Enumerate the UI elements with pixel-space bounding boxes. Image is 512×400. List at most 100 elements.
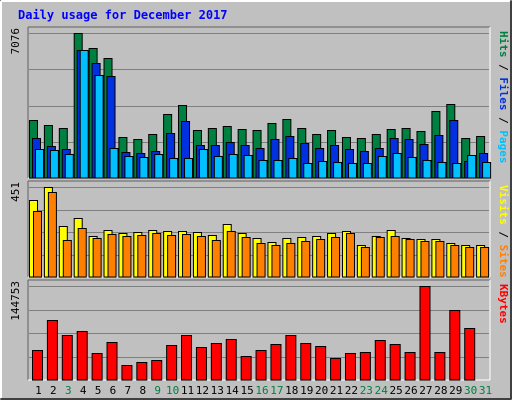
bar-pages-day-5	[94, 75, 104, 179]
x-tick-day-23: 23	[360, 384, 373, 397]
x-tick-day-29: 29	[449, 384, 462, 397]
x-tick-day-14: 14	[226, 384, 240, 397]
x-tick-day-30: 30	[464, 384, 477, 397]
x-tick-day-21: 21	[330, 384, 343, 397]
bar-sites-day-19	[301, 241, 311, 278]
legend-files: Files	[497, 77, 510, 110]
bar-sites-day-6	[107, 234, 117, 278]
bar-pages-day-7	[124, 156, 134, 179]
legend-panel-1: Hits / Files / Pages	[497, 31, 510, 164]
y-axis-max-label: 7076	[9, 28, 22, 55]
legend-text: Hits / Files / Pages	[497, 31, 510, 164]
legend-separator: /	[497, 111, 510, 131]
bar-kbytes-day-29	[449, 310, 461, 381]
bar-pages-day-29	[452, 163, 462, 179]
bar-kbytes-day-18	[285, 335, 297, 381]
bar-pages-day-14	[228, 154, 238, 179]
bar-pages-day-30	[467, 155, 477, 179]
legend-visits: Visits	[497, 185, 510, 225]
bar-sites-day-26	[405, 239, 415, 278]
bar-kbytes-day-27	[419, 286, 431, 381]
bar-sites-day-15	[241, 237, 251, 278]
bar-pages-day-9	[154, 154, 164, 179]
bar-pages-day-31	[482, 162, 492, 179]
x-tick-day-26: 26	[404, 384, 417, 397]
bar-pages-day-27	[422, 160, 432, 179]
bar-kbytes-day-26	[404, 352, 416, 381]
bar-sites-day-29	[450, 245, 460, 278]
bar-kbytes-day-8	[136, 362, 148, 381]
legend-kbytes: KBytes	[497, 284, 510, 324]
legend-text: Visits / Sites	[497, 185, 510, 278]
y-axis-max-label: 144753	[9, 281, 22, 321]
legend-hits: Hits	[497, 31, 510, 58]
x-tick-day-3: 3	[65, 384, 72, 397]
x-tick-day-17: 17	[270, 384, 283, 397]
bar-sites-day-30	[465, 247, 475, 278]
bar-pages-day-26	[407, 157, 417, 179]
bar-pages-day-10	[169, 158, 179, 179]
x-tick-day-2: 2	[50, 384, 57, 397]
x-tick-day-7: 7	[125, 384, 132, 397]
legend-sites: Sites	[497, 245, 510, 278]
bar-pages-day-21	[333, 162, 343, 179]
bar-pages-day-18	[288, 158, 298, 179]
bar-sites-day-17	[271, 245, 281, 278]
bar-sites-day-2	[47, 192, 57, 278]
bar-kbytes-day-11	[181, 335, 193, 381]
x-tick-day-9: 9	[154, 384, 161, 397]
bar-sites-day-3	[62, 240, 72, 278]
legend-pages: Pages	[497, 130, 510, 163]
x-tick-day-13: 13	[211, 384, 224, 397]
bar-sites-day-18	[286, 243, 296, 278]
x-tick-day-24: 24	[375, 384, 389, 397]
bar-sites-day-21	[331, 237, 341, 278]
x-tick-day-6: 6	[110, 384, 117, 397]
bar-sites-day-28	[435, 241, 445, 278]
legend-panel-3: KBytes	[497, 284, 510, 324]
bar-kbytes-day-28	[434, 352, 446, 381]
bar-sites-day-22	[345, 233, 355, 278]
x-tick-day-25: 25	[390, 384, 403, 397]
panel-3: 144753 KBytes	[9, 279, 510, 381]
bar-kbytes-day-22	[344, 353, 356, 381]
bar-sites-day-12	[196, 236, 206, 278]
y-axis-max-label: 451	[9, 182, 22, 202]
bar-pages-day-28	[437, 162, 447, 179]
legend-separator: /	[497, 58, 510, 78]
legend-separator: /	[497, 225, 510, 245]
bar-kbytes-day-30	[464, 328, 476, 381]
legend-panel-2: Visits / Sites	[497, 185, 510, 278]
x-tick-day-20: 20	[315, 384, 328, 397]
bar-pages-day-2	[49, 150, 59, 179]
bar-pages-day-19	[303, 163, 313, 179]
bar-kbytes-day-13	[210, 343, 222, 381]
bar-kbytes-day-15	[240, 356, 252, 381]
bar-pages-day-3	[64, 154, 74, 179]
bar-sites-day-9	[152, 233, 162, 278]
x-tick-day-15: 15	[240, 384, 253, 397]
bar-kbytes-day-12	[195, 347, 207, 381]
bar-sites-day-7	[122, 236, 132, 278]
bar-pages-day-6	[109, 148, 119, 179]
bar-kbytes-day-10	[166, 345, 178, 381]
bar-sites-day-23	[360, 247, 370, 278]
bar-kbytes-day-25	[389, 344, 401, 381]
x-tick-day-27: 27	[419, 384, 432, 397]
bar-kbytes-day-23	[359, 352, 371, 381]
bar-sites-day-8	[137, 235, 147, 278]
bar-pages-day-13	[213, 156, 223, 179]
bar-sites-day-4	[77, 228, 87, 278]
bar-pages-day-23	[362, 163, 372, 179]
x-tick-day-8: 8	[139, 384, 146, 397]
bar-kbytes-day-17	[270, 344, 282, 381]
bar-pages-day-8	[139, 157, 149, 179]
x-tick-day-31: 31	[479, 384, 492, 397]
bar-kbytes-day-3	[61, 335, 73, 381]
bar-sites-day-14	[226, 231, 236, 278]
x-tick-day-1: 1	[35, 384, 42, 397]
bar-sites-day-10	[167, 235, 177, 278]
bar-kbytes-day-9	[151, 360, 163, 381]
panel-1: 7076 Hits / Files / Pages	[9, 26, 510, 179]
